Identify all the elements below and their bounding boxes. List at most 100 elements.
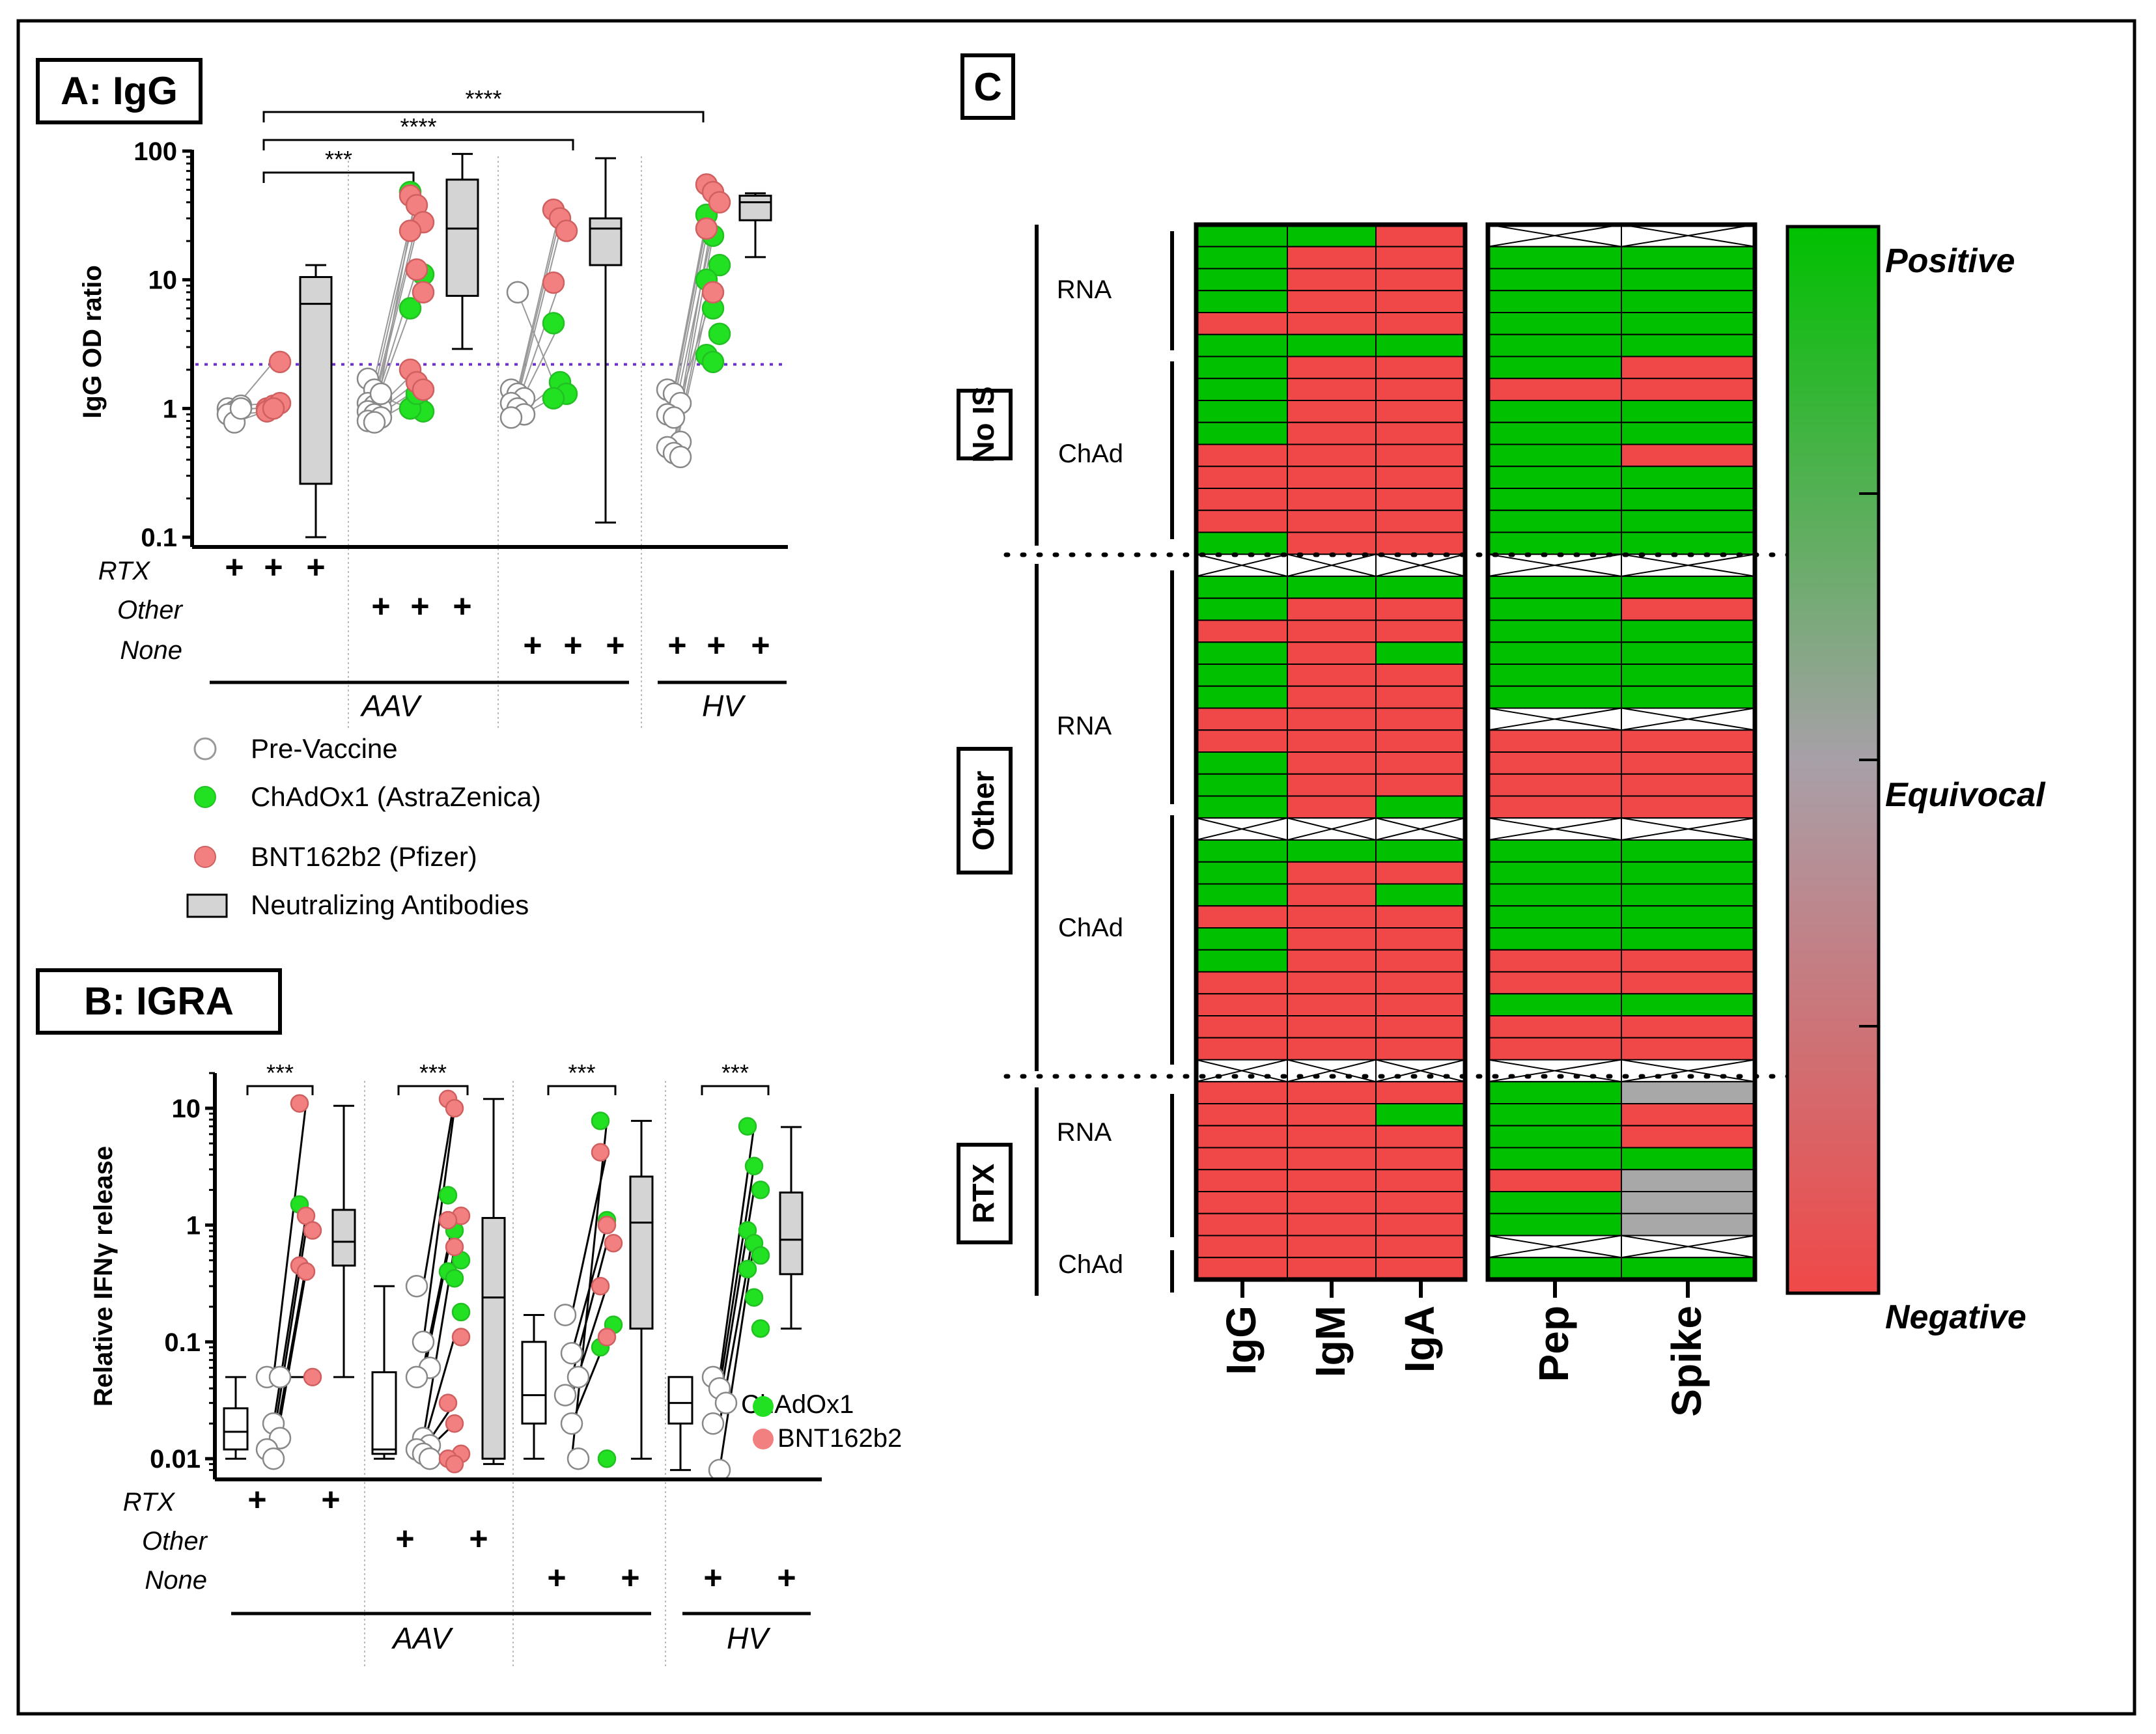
b-plus-mark: +	[469, 1520, 488, 1557]
panel-b-y-ticks: 10 1 0.1 0.01	[150, 1072, 215, 1474]
heatmap-cell	[1621, 927, 1756, 951]
heatmap-cell	[1375, 729, 1466, 753]
b-g0-post-box	[331, 1209, 356, 1267]
b-g3-chadox1-point	[751, 1319, 770, 1338]
b-g1-post-box	[481, 1217, 506, 1460]
heatmap-cell	[1487, 1037, 1622, 1061]
heatmap-cell	[1621, 421, 1756, 445]
a-tick-label: 100	[133, 137, 177, 166]
heatmap-cell	[1487, 443, 1622, 468]
heatmap-cell	[1375, 356, 1466, 380]
heatmap-cell	[1487, 1191, 1622, 1214]
heatmap-cell	[1621, 641, 1756, 665]
heatmap-cell-cross	[1621, 553, 1756, 577]
heatmap-cell-cross	[1375, 1059, 1466, 1083]
heatmap-cell	[1487, 839, 1622, 863]
a-tick-label: 0.1	[141, 524, 177, 552]
heatmap-cell	[1196, 795, 1288, 819]
heatmap-cell	[1375, 312, 1466, 335]
b-g0-bnt-point	[296, 1262, 316, 1281]
b-g1-pre-point	[412, 1330, 435, 1354]
heatmap-cell	[1196, 883, 1288, 907]
heatmap-cell	[1375, 1103, 1466, 1126]
heatmap-cell	[1196, 773, 1288, 797]
legend-prevaccine-label: Pre-Vaccine	[251, 733, 398, 764]
heatmap-cell	[1487, 795, 1622, 819]
heatmap-cell	[1196, 729, 1288, 753]
heatmap-cell	[1375, 466, 1466, 489]
heatmap-cell	[1621, 1257, 1756, 1280]
heatmap-cell	[1375, 927, 1466, 951]
heatmap-cell	[1287, 751, 1377, 775]
heatmap-cell	[1196, 1081, 1288, 1104]
heatmap-cell	[1487, 641, 1622, 665]
heatmap-cell	[1196, 1125, 1288, 1149]
panel-b-plus-marks: + + + + + + + +	[247, 1481, 796, 1596]
heatmap-cell	[1375, 400, 1466, 423]
heatmap-cell	[1287, 333, 1377, 357]
panel-b-plot	[223, 1081, 804, 1667]
a-g2-link	[517, 209, 561, 390]
panel-a-group-aav: AAV	[359, 689, 423, 723]
b-g0-link	[272, 1103, 307, 1377]
b-plus-mark: +	[247, 1481, 266, 1518]
heatmap-cell	[1287, 619, 1377, 643]
heatmap-cell	[1375, 839, 1466, 863]
heatmap-cell-cross	[1487, 1235, 1622, 1259]
heatmap-cell	[1487, 531, 1622, 555]
b-g2-bnt-point	[597, 1216, 617, 1235]
a-g3-chadox1-point	[708, 322, 731, 345]
heatmap-cell	[1375, 1257, 1466, 1280]
b-g2-pre-point	[553, 1384, 577, 1406]
heatmap-cell	[1487, 905, 1622, 929]
a-plus-mark: +	[264, 549, 283, 585]
heatmap-cell	[1287, 1191, 1377, 1214]
a-g1-pre-point	[363, 411, 386, 434]
panel-c: C No IS Other RTX RNA ChAd RNA ChAd RNA …	[957, 53, 2046, 1417]
b-sig-label: ***	[419, 1059, 447, 1086]
heatmap-cell	[1487, 597, 1622, 621]
heatmap-cell	[1196, 751, 1288, 775]
heatmap-cell	[1487, 1081, 1622, 1104]
b-g1-bnt-point	[438, 1210, 458, 1230]
heatmap-cell	[1621, 993, 1756, 1016]
b-sig-label: ***	[721, 1059, 749, 1086]
figure-border	[16, 19, 2136, 1716]
sub-label-rtx-rna: RNA	[1057, 1118, 1112, 1147]
heatmap-cell	[1375, 509, 1466, 533]
heatmap-cell	[1621, 1191, 1756, 1214]
a-g2-chadox1-point	[542, 312, 565, 335]
a-g3-chadox1-point	[708, 253, 731, 277]
b-g3-post-box	[779, 1191, 804, 1276]
a-g1-bnt-point	[399, 219, 422, 242]
heatmap-cell	[1287, 421, 1377, 445]
a-g3-bnt-point	[701, 281, 725, 304]
legend-neutralizing-label: Neutralizing Antibodies	[251, 889, 529, 920]
a-g1-bnt-point	[405, 258, 428, 281]
heatmap-cell-cross	[1487, 224, 1622, 247]
heatmap-cell	[1487, 729, 1622, 753]
heatmap-cell	[1621, 312, 1756, 335]
heatmap-cell-cross	[1621, 817, 1756, 841]
a-g1-bnt-point	[412, 378, 435, 401]
a-g2-link	[517, 282, 561, 404]
heatmap-cell-cross	[1621, 224, 1756, 247]
heatmap-column-label: IgM	[1307, 1306, 1354, 1377]
a-g1-pre-point	[369, 382, 393, 406]
heatmap-cell	[1375, 971, 1466, 995]
scale-label-equivocal: Equivocal	[1885, 776, 2046, 814]
heatmap-cell	[1621, 751, 1756, 775]
panel-c-title: C	[973, 65, 1001, 109]
heatmap-cell	[1487, 619, 1622, 643]
heatmap-cell	[1196, 509, 1288, 533]
heatmap-cell	[1196, 664, 1288, 687]
b-sig-label: ***	[568, 1059, 595, 1086]
panel-a-plot	[195, 152, 788, 729]
heatmap-cell	[1287, 993, 1377, 1016]
a-sig-label: ****	[465, 85, 501, 112]
heatmap-cell-cross	[1487, 553, 1622, 577]
heatmap-cell	[1287, 576, 1377, 599]
heatmap-cell	[1621, 795, 1756, 819]
heatmap-cell	[1196, 1235, 1288, 1259]
heatmap-cell	[1375, 619, 1466, 643]
